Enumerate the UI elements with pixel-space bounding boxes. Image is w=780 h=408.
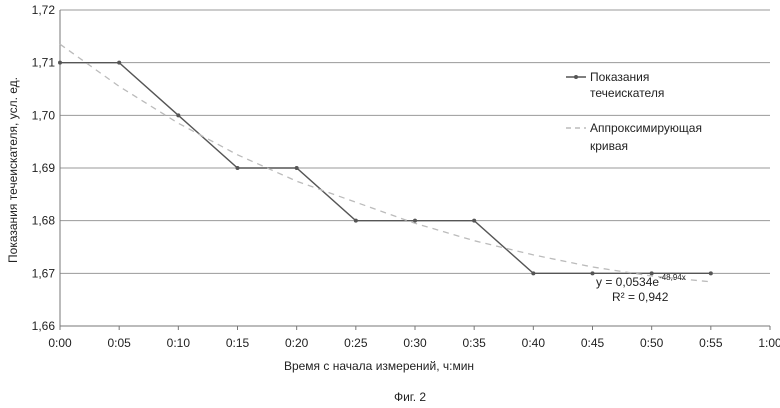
- equation-text: y = 0,0534e-48,94x: [596, 273, 686, 289]
- data-point: [295, 166, 299, 170]
- data-point: [236, 166, 240, 170]
- data-point: [413, 219, 417, 223]
- data-point: [531, 271, 535, 275]
- y-tick-label: 1,67: [32, 266, 56, 280]
- legend-label-fit-line1: Аппроксимирующая: [590, 121, 702, 135]
- x-tick-label: 0:35: [462, 336, 486, 350]
- x-tick-label: 0:45: [581, 336, 605, 350]
- x-tick-label: 1:00: [758, 336, 780, 350]
- y-tick-label: 1,71: [32, 56, 56, 70]
- axes: [60, 10, 770, 330]
- x-tick-label: 0:20: [285, 336, 309, 350]
- data-point: [472, 219, 476, 223]
- legend-label-sensor-line2: течеискателя: [590, 86, 664, 100]
- equation-base: y = 0,0534e: [596, 275, 659, 289]
- figure-caption: Фиг. 2: [394, 390, 426, 404]
- x-tick-label: 0:10: [167, 336, 191, 350]
- y-tick-label: 1,69: [32, 161, 56, 175]
- y-axis-label: Показания течеискателя, усл. ед.: [6, 77, 20, 263]
- x-tick-label: 0:15: [226, 336, 250, 350]
- legend: Показания течеискателя Аппроксимирующая …: [566, 70, 702, 153]
- y-tick-label: 1,72: [32, 3, 56, 17]
- y-tick-label: 1,68: [32, 214, 56, 228]
- x-tick-label: 0:40: [522, 336, 546, 350]
- x-tick-label: 0:50: [640, 336, 664, 350]
- x-tick-label: 0:55: [699, 336, 723, 350]
- x-axis-label: Время с начала измерений, ч:мин: [284, 359, 474, 373]
- x-tick-label: 0:05: [107, 336, 131, 350]
- legend-label-sensor-line1: Показания: [590, 70, 649, 84]
- data-point: [709, 271, 713, 275]
- y-tick-labels: 1,66 1,67 1,68 1,69 1,70 1,71 1,72: [32, 3, 56, 333]
- r-squared-text: R² = 0,942: [612, 290, 669, 304]
- data-point: [176, 113, 180, 117]
- data-point: [58, 61, 62, 65]
- legend-label-fit-line2: кривая: [590, 139, 628, 153]
- data-point: [354, 219, 358, 223]
- data-point: [591, 271, 595, 275]
- legend-marker-sensor: [574, 75, 578, 79]
- equation-exponent: -48,94x: [659, 273, 686, 282]
- trendline-equation: y = 0,0534e-48,94x R² = 0,942: [596, 273, 686, 304]
- y-tick-label: 1,66: [32, 319, 56, 333]
- x-tick-label: 0:25: [344, 336, 368, 350]
- x-tick-label: 0:30: [403, 336, 427, 350]
- x-tick-label: 0:00: [48, 336, 72, 350]
- data-point: [117, 61, 121, 65]
- y-tick-label: 1,70: [32, 108, 56, 122]
- x-tick-labels: 0:00 0:05 0:10 0:15 0:20 0:25 0:30 0:35 0:40 0:45…: [48, 336, 780, 350]
